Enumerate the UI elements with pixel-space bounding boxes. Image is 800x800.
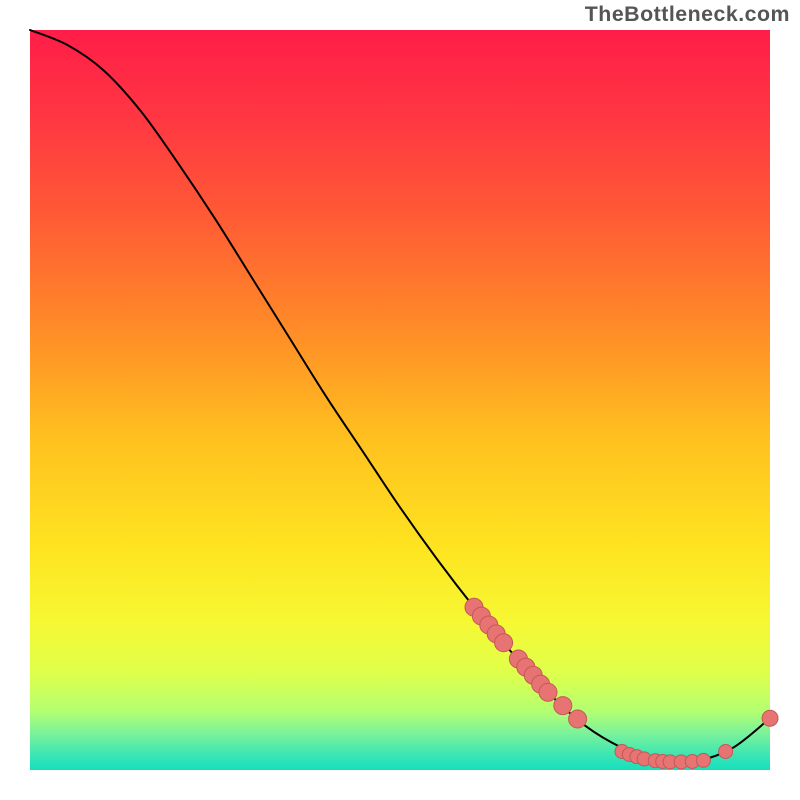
data-marker	[762, 710, 778, 726]
data-marker	[539, 683, 557, 701]
data-marker	[554, 697, 572, 715]
chart-container: TheBottleneck.com	[0, 0, 800, 800]
data-marker	[495, 634, 513, 652]
chart-background	[30, 30, 770, 770]
data-marker	[569, 710, 587, 728]
watermark-text: TheBottleneck.com	[585, 2, 790, 27]
data-marker	[719, 745, 733, 759]
data-marker	[696, 753, 710, 767]
bottleneck-chart	[0, 0, 800, 800]
